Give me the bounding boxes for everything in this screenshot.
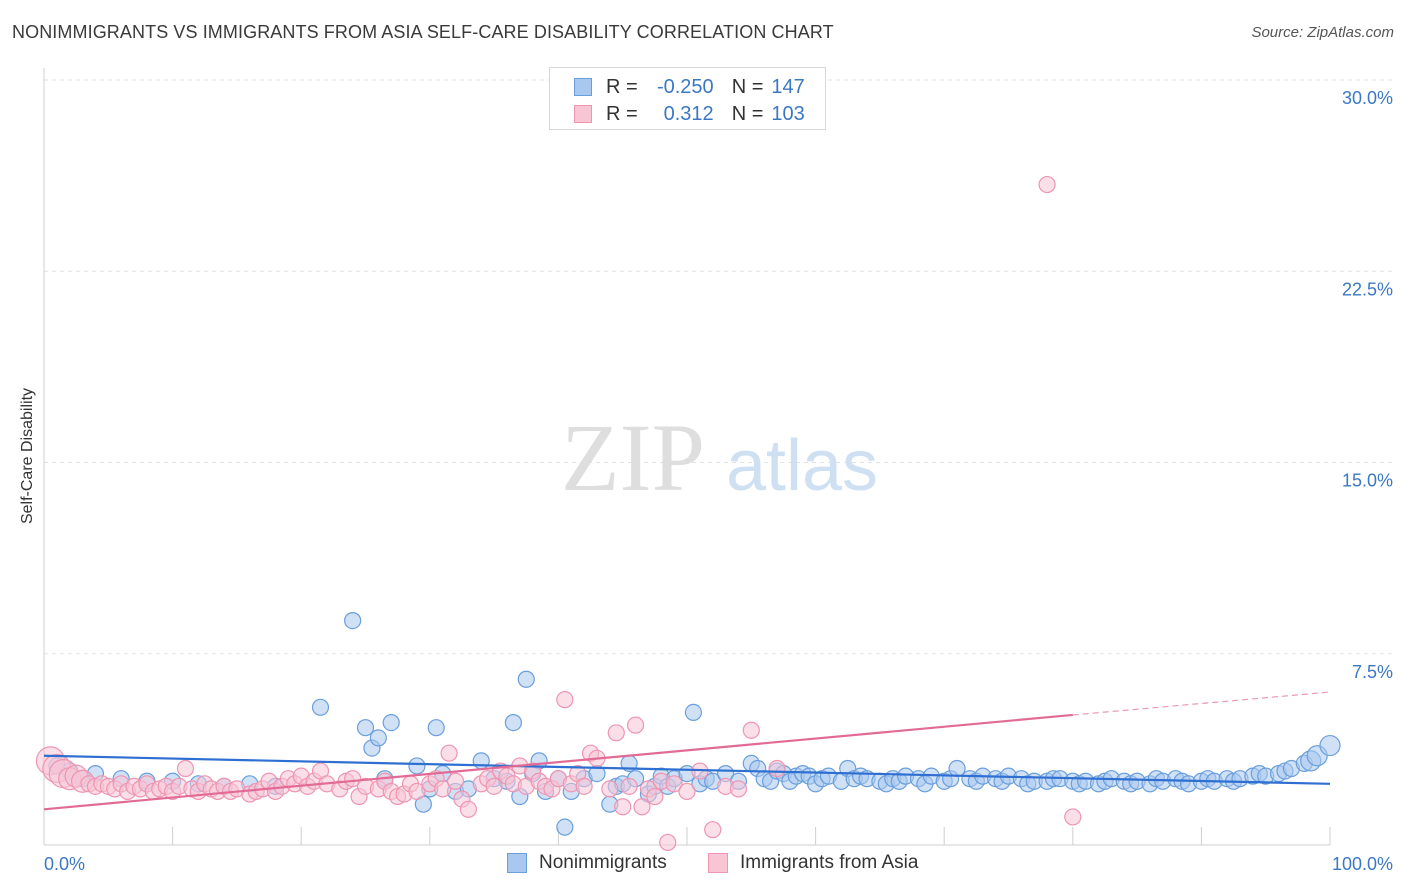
data-point (517, 670, 535, 688)
data-point (729, 780, 748, 798)
watermark: ZIP atlas (561, 404, 878, 511)
data-point (607, 724, 625, 742)
data-point (311, 698, 330, 716)
series-legend: Nonimmigrants Immigrants from Asia (0, 852, 1406, 876)
watermark-atlas: atlas (726, 426, 878, 506)
legend-r-label: R = (606, 102, 638, 125)
legend-n-value: 147 (771, 75, 805, 98)
data-point (427, 719, 445, 737)
trend-line-immigrants-asia (43, 713, 1073, 811)
watermark-zip: ZIP (561, 404, 705, 511)
x-tick-label: 100.0% (1332, 854, 1393, 874)
data-point (768, 759, 786, 778)
legend-label-nonimmigrants: Nonimmigrants (539, 852, 667, 873)
legend-item-immigrants-asia: Immigrants from Asia (708, 852, 918, 874)
x-tick-label: 0.0% (44, 854, 85, 874)
data-point (344, 611, 362, 630)
tick-labels: 7.5% 15.0% 22.5% 30.0% 0.0% 100.0% (44, 88, 1393, 874)
data-point (556, 818, 574, 836)
data-point (742, 721, 760, 739)
data-point (408, 782, 426, 801)
data-point (678, 782, 696, 801)
series-immigrants-asia (35, 175, 1082, 852)
data-point (446, 772, 465, 790)
data-point (408, 757, 426, 775)
chart-title: NONIMMIGRANTS VS IMMIGRANTS FROM ASIA SE… (12, 22, 834, 42)
legend-item-nonimmigrants: Nonimmigrants (507, 852, 667, 874)
data-point (659, 833, 677, 852)
legend-swatch-immigrants-asia (708, 853, 728, 873)
legend-r-value: -0.250 (656, 75, 714, 98)
legend-swatch-nonimmigrants (507, 853, 527, 873)
y-tick-label: 15.0% (1342, 471, 1393, 491)
data-point (440, 744, 458, 762)
data-point (344, 770, 362, 788)
legend-n-value: 103 (771, 102, 805, 125)
data-point (626, 716, 645, 734)
legend-label-immigrants-asia: Immigrants from Asia (740, 852, 919, 873)
data-point (575, 777, 593, 795)
data-point (1038, 175, 1056, 194)
data-point (1319, 734, 1341, 757)
legend-row-nonimmigrants: R = -0.250 N = 147 (574, 76, 805, 98)
y-tick-label: 22.5% (1342, 279, 1393, 299)
data-point (646, 787, 664, 806)
data-point (1064, 808, 1082, 826)
legend-swatch-nonimmigrants (574, 78, 592, 96)
legend-r-value: 0.312 (663, 102, 714, 125)
series-nonimmigrants (48, 611, 1341, 836)
data-point (620, 777, 638, 795)
legend-r-label: R = (606, 75, 638, 98)
data-point (485, 777, 503, 795)
gridlines (44, 79, 1392, 655)
y-tick-label: 7.5% (1352, 662, 1393, 682)
legend-n-label: N = (731, 75, 764, 98)
trend-lines (43, 691, 1331, 811)
axes (43, 68, 1331, 846)
data-point (369, 729, 387, 747)
data-point (704, 821, 722, 839)
data-point (556, 691, 574, 709)
data-point (665, 775, 683, 793)
data-point (356, 719, 375, 737)
data-point (601, 780, 619, 798)
data-point (434, 780, 452, 798)
legend-n-label: N = (731, 102, 764, 125)
correlation-legend: R = -0.250 N = 147 R = 0.312 N = 103 (549, 67, 826, 130)
data-point (176, 759, 195, 778)
data-point (382, 713, 400, 732)
legend-row-immigrants-asia: R = 0.312 N = 103 (574, 103, 805, 125)
source-credit: Source: ZipAtlas.com (1251, 24, 1394, 41)
data-point (614, 798, 632, 816)
series-points (35, 175, 1341, 852)
data-point (633, 798, 651, 816)
y-tick-label: 30.0% (1342, 88, 1393, 108)
trend-line-extension (1072, 691, 1331, 716)
data-point (459, 800, 477, 818)
data-point (684, 703, 703, 722)
legend-swatch-immigrants-asia (574, 105, 592, 123)
trend-line-nonimmigrants (43, 754, 1331, 785)
data-point (504, 713, 522, 732)
